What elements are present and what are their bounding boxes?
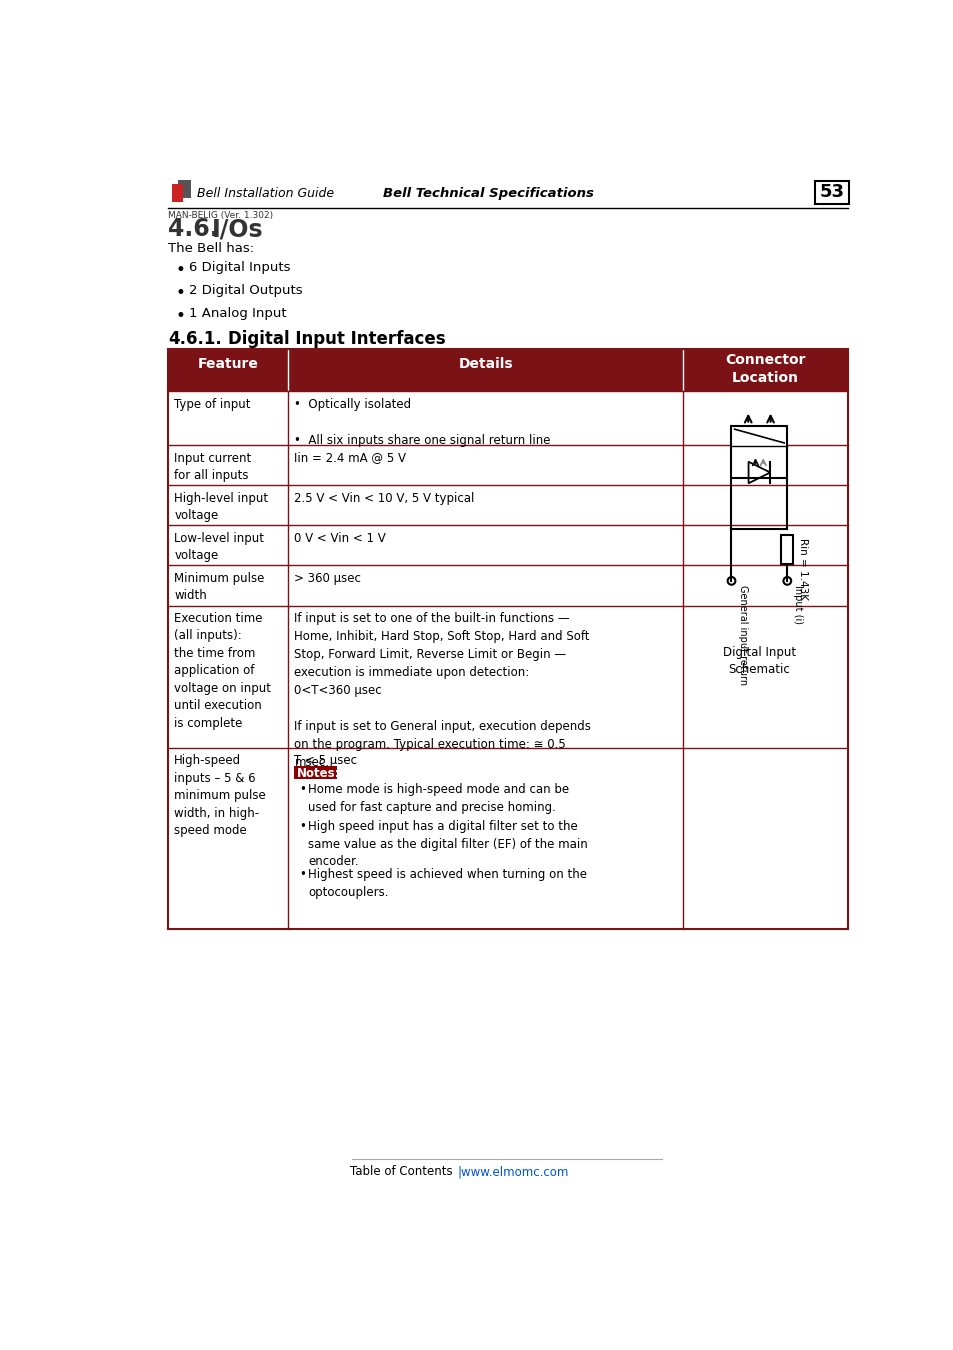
- Text: If input is set to one of the built-in functions —
Home, Inhibit, Hard Stop, Sof: If input is set to one of the built-in f…: [294, 612, 591, 768]
- Text: MAN-BELIG (Ver. 1.302): MAN-BELIG (Ver. 1.302): [168, 211, 273, 220]
- Bar: [815, 181, 848, 204]
- Text: Iin = 2.4 mA @ 5 V: Iin = 2.4 mA @ 5 V: [294, 451, 406, 464]
- Text: Minimum pulse
width: Minimum pulse width: [174, 571, 264, 602]
- Bar: [168, 748, 847, 929]
- Text: |www.elmomc.com: |www.elmomc.com: [456, 1165, 568, 1179]
- Text: Notes:: Notes:: [296, 767, 340, 780]
- Text: Digital Input Interfaces: Digital Input Interfaces: [228, 329, 445, 348]
- Text: Rin = 1.43K: Rin = 1.43K: [798, 537, 807, 599]
- Text: Feature: Feature: [197, 356, 258, 371]
- Text: 6 Digital Inputs: 6 Digital Inputs: [189, 261, 291, 274]
- Text: 53: 53: [819, 182, 843, 201]
- Bar: [168, 566, 847, 606]
- Text: Details: Details: [458, 356, 513, 371]
- Bar: [781, 535, 793, 564]
- Text: Bell Technical Specifications: Bell Technical Specifications: [383, 186, 594, 200]
- Text: Low-level input
voltage: Low-level input voltage: [174, 532, 264, 562]
- Text: •  Optically isolated

•  All six inputs share one signal return line: • Optically isolated • All six inputs sh…: [294, 398, 550, 447]
- Text: High speed input has a digital filter set to the
same value as the digital filte: High speed input has a digital filter se…: [308, 821, 587, 868]
- Polygon shape: [172, 184, 183, 202]
- Text: •: •: [298, 868, 306, 882]
- Text: •: •: [175, 261, 186, 278]
- Text: 0 V < Vin < 1 V: 0 V < Vin < 1 V: [294, 532, 386, 544]
- Text: 2.5 V < Vin < 10 V, 5 V typical: 2.5 V < Vin < 10 V, 5 V typical: [294, 491, 475, 505]
- Text: High-level input
voltage: High-level input voltage: [174, 491, 268, 522]
- Text: 1 Analog Input: 1 Analog Input: [189, 306, 286, 320]
- Text: Home mode is high-speed mode and can be
used for fast capture and precise homing: Home mode is high-speed mode and can be …: [308, 783, 569, 814]
- Text: General input return: General input return: [737, 585, 747, 684]
- Polygon shape: [178, 180, 191, 198]
- Text: > 360 μsec: > 360 μsec: [294, 571, 361, 585]
- Bar: [731, 427, 786, 478]
- Bar: [168, 350, 847, 392]
- Bar: [294, 767, 336, 779]
- Bar: [168, 392, 847, 446]
- Text: •: •: [298, 783, 306, 796]
- Text: •: •: [175, 284, 186, 301]
- Bar: [168, 525, 847, 566]
- Bar: [168, 486, 847, 525]
- Text: •: •: [175, 306, 186, 325]
- Text: 4.6.: 4.6.: [168, 217, 218, 242]
- Text: •: •: [298, 821, 306, 833]
- Text: Table of Contents: Table of Contents: [350, 1165, 452, 1179]
- Text: Connector
Location: Connector Location: [724, 352, 805, 385]
- Text: High-speed
inputs – 5 & 6
minimum pulse
width, in high-
speed mode: High-speed inputs – 5 & 6 minimum pulse …: [174, 755, 266, 837]
- Text: 4.6.1.: 4.6.1.: [168, 329, 222, 348]
- Bar: [168, 446, 847, 486]
- Text: T < 5 μsec: T < 5 μsec: [294, 755, 357, 767]
- Text: Type of input: Type of input: [174, 398, 251, 410]
- Text: Execution time
(all inputs):
the time from
application of
voltage on input
until: Execution time (all inputs): the time fr…: [174, 612, 271, 730]
- Text: Bell Installation Guide: Bell Installation Guide: [196, 186, 334, 200]
- Text: Digital Input
Schematic: Digital Input Schematic: [722, 647, 795, 676]
- Text: Input current
for all inputs: Input current for all inputs: [174, 451, 252, 482]
- Bar: [168, 606, 847, 748]
- Text: Input (i): Input (i): [793, 585, 802, 624]
- Text: I/Os: I/Os: [212, 217, 264, 242]
- Text: 2 Digital Outputs: 2 Digital Outputs: [189, 284, 302, 297]
- Text: Highest speed is achieved when turning on the
optocouplers.: Highest speed is achieved when turning o…: [308, 868, 587, 899]
- Text: The Bell has:: The Bell has:: [168, 242, 253, 255]
